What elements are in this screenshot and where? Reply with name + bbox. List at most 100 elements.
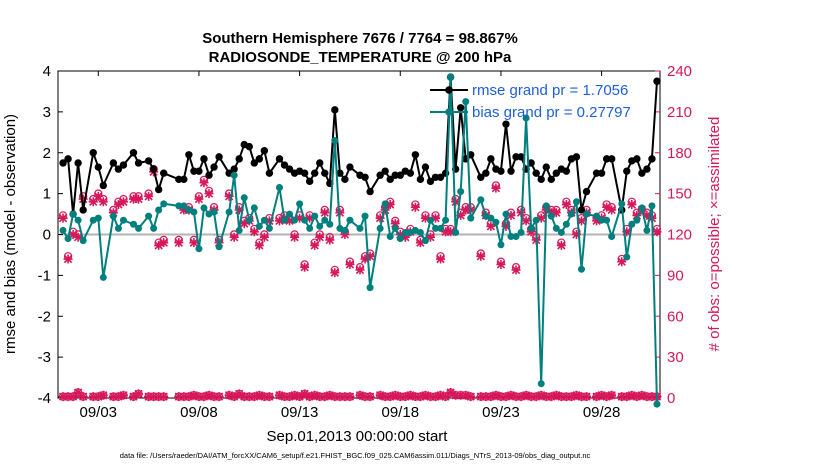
obs-assimilated-low-marker [244, 392, 254, 402]
obs-assimilated-low-marker [415, 392, 425, 402]
bias-point [255, 222, 263, 230]
obs-assimilated-low-marker [521, 390, 531, 400]
obs-assimilated-low-marker [380, 392, 390, 402]
obs-assimilated-low-marker [330, 392, 340, 402]
bias-point [457, 188, 465, 196]
obs-assimilated-marker [113, 200, 123, 210]
obs-assimilated-marker [496, 259, 506, 269]
obs-assimilated-low-marker [224, 390, 234, 400]
obs-assimilated-low-marker [597, 390, 607, 400]
bias-point [376, 224, 384, 232]
obs-assimilated-marker [239, 219, 249, 229]
bias-point [306, 224, 314, 232]
obs-assimilated-marker [436, 254, 446, 264]
bias-point [79, 237, 87, 245]
obs-assimilated-low-marker [576, 392, 586, 402]
rmse-point [396, 171, 404, 179]
rmse-point [321, 169, 329, 177]
rmse-point [134, 159, 143, 167]
obs-assimilated-marker [395, 230, 405, 239]
rmse-point [497, 167, 505, 175]
rmse-point [154, 185, 163, 194]
rmse-point [129, 149, 138, 157]
obs-assimilated-low-marker [113, 392, 123, 402]
obs-assimilated-marker [330, 268, 340, 278]
obs-assimilated-low-marker [526, 392, 536, 402]
obs-assimilated-low-marker [441, 392, 451, 402]
obs-assimilated-low-marker [300, 389, 310, 399]
obs-assimilated-low-marker [58, 392, 68, 402]
obs-assimilated-low-marker [93, 392, 103, 402]
obs-assimilated-low-marker [592, 392, 602, 402]
obs-assimilated-marker [194, 194, 204, 204]
bias-point [265, 224, 273, 232]
y-right-tick-label: 210 [667, 104, 692, 121]
obs-assimilated-low-marker [320, 392, 330, 402]
bias-point [311, 212, 319, 220]
bias-point [547, 212, 555, 220]
obs-assimilated-low-marker [556, 392, 566, 402]
bias-point [396, 235, 404, 243]
bias-point [391, 224, 399, 232]
bias-point [381, 200, 389, 208]
obs-assimilated-low-marker [305, 392, 315, 402]
obs-assimilated-marker [385, 200, 395, 210]
obs-assimilated-low-marker [179, 392, 189, 402]
rmse-point [341, 175, 349, 184]
obs-assimilated-low-marker [134, 389, 144, 399]
rmse-point [638, 169, 646, 177]
bias-point [517, 228, 525, 236]
bias-point [648, 202, 656, 210]
y-right-tick-label: 180 [667, 145, 692, 162]
y-tick-label: 3 [43, 104, 51, 121]
rmse-point [542, 163, 550, 171]
rmse-point [230, 165, 238, 173]
bias-point [583, 210, 591, 218]
bias-point [301, 216, 309, 224]
rmse-point [648, 155, 656, 163]
obs-assimilated-low-marker [400, 392, 410, 402]
obs-assimilated-marker [446, 227, 456, 237]
y-tick-label: 2 [43, 145, 51, 162]
y-axis-label-left: rmse and bias (model - observation) [2, 114, 19, 354]
bias-point [452, 228, 460, 236]
bias-point [522, 114, 530, 122]
bias-point [416, 228, 424, 236]
obs-assimilated-low-marker [254, 390, 264, 400]
rmse-point [260, 147, 269, 155]
bias-point [245, 216, 253, 224]
obs-assimilated-low-marker [436, 390, 446, 400]
obs-assimilated-marker [431, 213, 441, 223]
bias-point [341, 226, 349, 234]
bias-point [487, 214, 495, 222]
rmse-point [200, 155, 208, 163]
y-right-tick-label: 150 [667, 186, 692, 203]
obs-assimilated-low-marker [274, 390, 284, 400]
obs-assimilated-low-marker [390, 390, 400, 400]
obs-assimilated-marker [144, 191, 154, 201]
obs-assimilated-marker [98, 197, 108, 207]
obs-assimilated-low-marker [264, 392, 274, 402]
rmse-point [245, 142, 253, 151]
bias-point [200, 204, 208, 212]
bias-point [291, 216, 299, 224]
obs-assimilated-marker [259, 232, 269, 242]
rmse-point [79, 206, 87, 214]
rmse-point [144, 157, 153, 165]
bias-point [643, 226, 651, 234]
bias-point [361, 212, 369, 220]
obs-assimilated-marker [642, 210, 652, 220]
obs-assimilated-low-marker [209, 392, 219, 402]
rmse-point [482, 169, 490, 177]
obs-assimilated-low-marker [68, 392, 78, 402]
rmse-point [99, 181, 108, 190]
obs-assimilated-marker [506, 210, 516, 220]
y-right-tick-label: 240 [667, 63, 692, 80]
obs-assimilated-low-marker [395, 392, 405, 402]
rmse-point [643, 165, 651, 173]
obs-assimilated-marker [159, 238, 169, 248]
obs-assimilated-marker [274, 216, 284, 226]
obs-assimilated-low-marker [566, 392, 576, 402]
obs-assimilated-low-marker [486, 392, 496, 402]
